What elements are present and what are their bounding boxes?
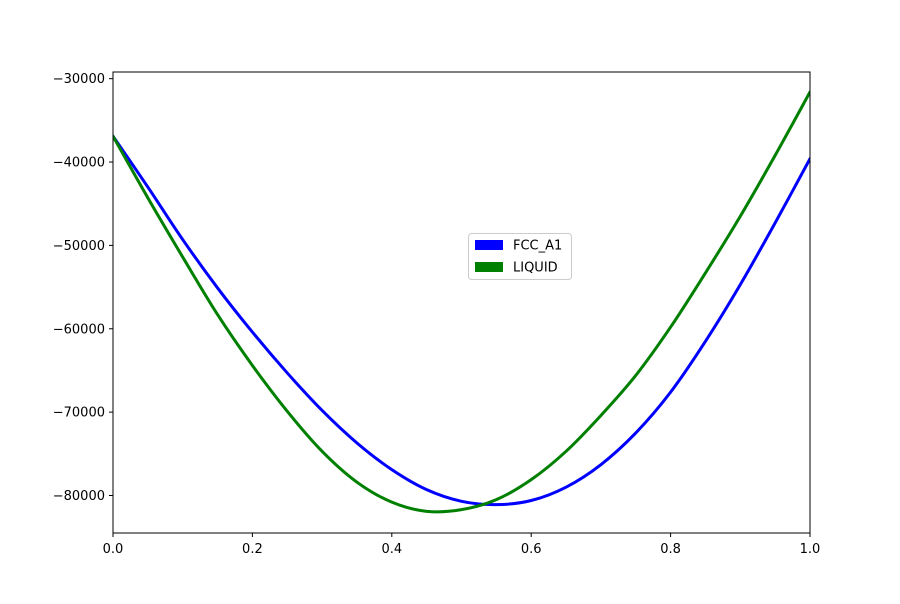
- x-tick-label: 0.4: [381, 542, 402, 557]
- legend-swatch: [475, 240, 503, 250]
- x-tick-label: 1.0: [800, 542, 821, 557]
- legend-label: FCC_A1: [513, 239, 562, 254]
- x-tick-label: 0.8: [660, 542, 681, 557]
- x-axis: 0.0 0.2 0.4 0.6 0.8 1.0: [103, 533, 821, 557]
- y-tick-label: −50000: [53, 239, 105, 254]
- y-tick-label: −60000: [53, 322, 105, 337]
- legend: FCC_A1 LIQUID: [468, 233, 572, 280]
- y-tick-label: −40000: [53, 156, 105, 171]
- y-tick-label: −80000: [53, 489, 105, 504]
- y-axis: −80000 −70000 −60000 −50000 −40000 −30000: [53, 72, 113, 504]
- curves-layer: [113, 90, 810, 514]
- series-line-liquid: [113, 90, 810, 514]
- x-tick-label: 0.0: [103, 542, 124, 557]
- legend-swatch: [475, 262, 503, 272]
- y-tick-label: −70000: [53, 406, 105, 421]
- x-tick-label: 0.6: [521, 542, 542, 557]
- y-tick-label: −30000: [53, 72, 105, 87]
- series-line-fcc-a1: [113, 134, 810, 507]
- legend-label: LIQUID: [513, 261, 558, 276]
- plot-frame: [112, 71, 811, 534]
- x-tick-label: 0.2: [242, 542, 263, 557]
